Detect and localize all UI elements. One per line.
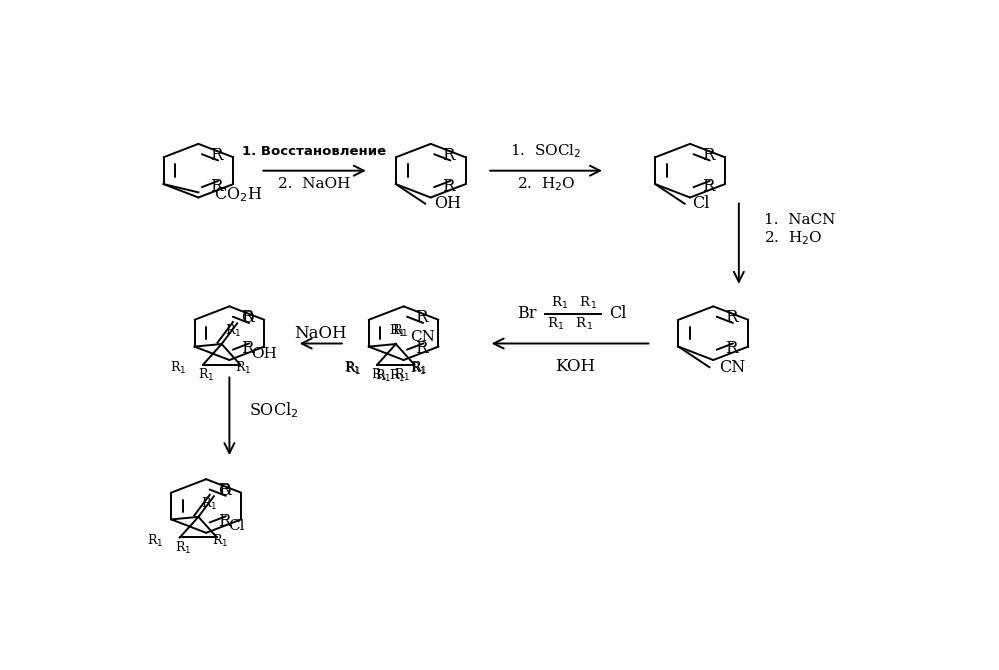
Text: R$_1$: R$_1$ bbox=[390, 322, 406, 338]
Text: Cl: Cl bbox=[608, 305, 626, 322]
Text: O: O bbox=[241, 312, 254, 325]
Text: R$_1$: R$_1$ bbox=[198, 367, 214, 383]
Text: R: R bbox=[443, 178, 455, 195]
Text: R$_1$: R$_1$ bbox=[225, 323, 241, 339]
Text: R$_1$   R$_1$: R$_1$ R$_1$ bbox=[550, 295, 597, 312]
Text: R$_1$: R$_1$ bbox=[411, 360, 427, 377]
Text: OH: OH bbox=[251, 346, 277, 360]
Text: O: O bbox=[218, 484, 231, 498]
Text: 2.  H$_2$O: 2. H$_2$O bbox=[516, 176, 575, 194]
Text: Br: Br bbox=[517, 305, 536, 322]
Text: R: R bbox=[210, 147, 223, 163]
Text: R$_1$: R$_1$ bbox=[212, 533, 228, 549]
Text: CN: CN bbox=[718, 358, 745, 376]
Text: R: R bbox=[241, 340, 254, 357]
Text: R$_1$: R$_1$ bbox=[235, 360, 252, 376]
Text: R: R bbox=[416, 340, 428, 357]
Text: R$_1$: R$_1$ bbox=[346, 360, 362, 377]
Text: CN: CN bbox=[410, 330, 435, 344]
Text: KOH: KOH bbox=[555, 358, 595, 375]
Text: R: R bbox=[218, 513, 230, 530]
Text: R$_1$   R$_1$: R$_1$ R$_1$ bbox=[547, 316, 593, 332]
Text: R: R bbox=[725, 310, 737, 326]
Text: R: R bbox=[701, 178, 714, 195]
Text: R$_1$: R$_1$ bbox=[170, 360, 186, 376]
Text: SOCl$_2$: SOCl$_2$ bbox=[249, 401, 299, 421]
Text: R$_1$: R$_1$ bbox=[376, 368, 392, 384]
Text: 1.  SOCl$_2$: 1. SOCl$_2$ bbox=[510, 143, 581, 160]
Text: R$_1$: R$_1$ bbox=[147, 533, 163, 549]
Text: R: R bbox=[210, 178, 223, 195]
Text: R$_1$: R$_1$ bbox=[371, 367, 387, 383]
Text: R$_1$: R$_1$ bbox=[202, 496, 218, 512]
Text: CO$_2$H: CO$_2$H bbox=[214, 185, 262, 204]
Text: OH: OH bbox=[435, 195, 462, 212]
Text: R$_1$: R$_1$ bbox=[411, 360, 428, 376]
Text: 1. Восстановление: 1. Восстановление bbox=[243, 145, 387, 158]
Text: Cl: Cl bbox=[692, 195, 710, 212]
Text: Cl: Cl bbox=[228, 519, 245, 533]
Text: R: R bbox=[241, 310, 254, 326]
Text: R$_1$: R$_1$ bbox=[395, 367, 411, 383]
Text: R: R bbox=[701, 147, 714, 163]
Text: R$_1$: R$_1$ bbox=[393, 323, 409, 339]
Text: NaOH: NaOH bbox=[295, 325, 347, 342]
Text: R$_1$: R$_1$ bbox=[175, 540, 191, 556]
Text: R: R bbox=[218, 482, 230, 499]
Text: 2.  H$_2$O: 2. H$_2$O bbox=[764, 229, 823, 247]
Text: 1.  NaCN: 1. NaCN bbox=[764, 212, 836, 226]
Text: R$_1$: R$_1$ bbox=[344, 360, 361, 376]
Text: R$_1$: R$_1$ bbox=[389, 368, 406, 384]
Text: R: R bbox=[443, 147, 455, 163]
Text: R: R bbox=[725, 340, 737, 357]
Text: 2.  NaOH: 2. NaOH bbox=[279, 177, 351, 190]
Text: R: R bbox=[416, 310, 428, 326]
